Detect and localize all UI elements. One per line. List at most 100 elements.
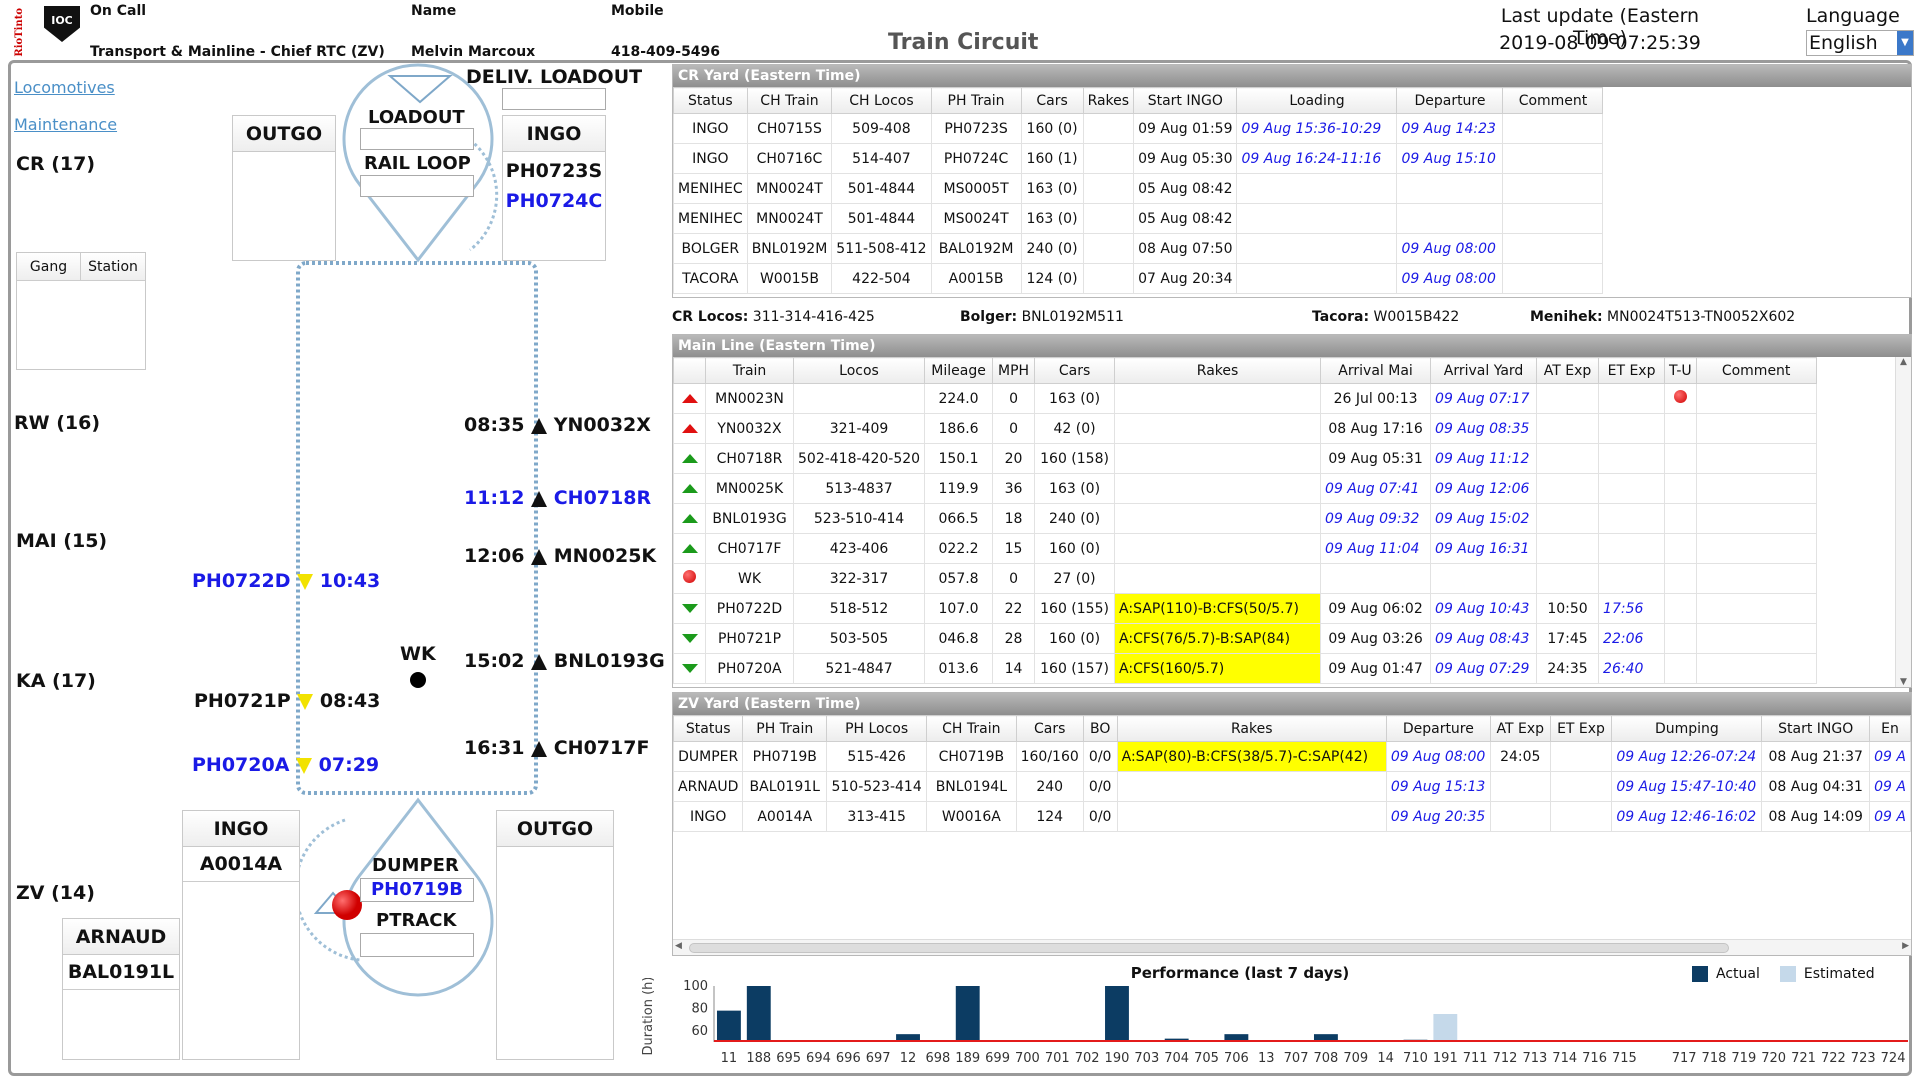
column-header[interactable]: CH Train	[746, 87, 833, 114]
column-header[interactable]: Train	[705, 357, 794, 384]
direction-cell	[673, 443, 706, 474]
column-header[interactable]: CH Locos	[831, 87, 932, 114]
column-header[interactable]: Cars	[1020, 87, 1084, 114]
column-header[interactable]: Departure	[1385, 715, 1491, 742]
table-row[interactable]: BOLGER BNL0192M 511-508-412 BAL0192M 240 (0)…	[673, 233, 1604, 264]
table-cell: 10:50	[1536, 593, 1600, 624]
column-header[interactable]: Comment	[1695, 357, 1817, 384]
column-header[interactable]: AT Exp	[1489, 715, 1551, 742]
nb-train-label[interactable]: 08:35 YN0032X	[464, 414, 651, 436]
sb-train-label[interactable]: PH0720A 07:29	[192, 754, 380, 776]
zv-ingo-item[interactable]: A0014A	[183, 853, 299, 882]
cr-ingo-item[interactable]: PH0723S	[505, 160, 603, 182]
column-header[interactable]: Arrival Yard	[1430, 357, 1538, 384]
column-header[interactable]: Rakes	[1116, 715, 1387, 742]
nb-train-label[interactable]: 12:06 MN0025K	[464, 545, 657, 567]
column-header[interactable]: Comment	[1502, 87, 1604, 114]
column-header[interactable]: Dumping	[1611, 715, 1763, 742]
table-row[interactable]: PH0720A 521-4847 013.6 14 160 (157) A:CFS(160…	[673, 653, 1817, 684]
column-header[interactable]: Status	[673, 715, 744, 742]
scroll-left-icon[interactable]: ◀	[675, 941, 682, 951]
cr-ingo-item[interactable]: PH0724C	[505, 190, 603, 212]
maintenance-link[interactable]: Maintenance	[14, 115, 118, 134]
column-header[interactable]: Cars	[1034, 357, 1116, 384]
table-row[interactable]: MN0023N 224.0 0 163 (0) 26 Jul 00:13 09 Aug 0…	[673, 383, 1817, 414]
table-cell: 514-407	[831, 143, 932, 174]
table-cell: 163 (0)	[1034, 473, 1116, 504]
scroll-thumb[interactable]	[689, 943, 1729, 953]
column-header[interactable]: Status	[673, 87, 748, 114]
table-row[interactable]: MENIHEC MN0024T 501-4844 MS0024T 163 (0) 05 A…	[673, 203, 1604, 234]
column-header[interactable]: CH Train	[926, 715, 1017, 742]
table-cell: 160 (0)	[1034, 533, 1116, 564]
column-header[interactable]: Mileage	[924, 357, 994, 384]
table-row[interactable]: INGO CH0715S 509-408 PH0723S 160 (0) 09 Aug 0…	[673, 113, 1604, 144]
column-header[interactable]: Departure	[1396, 87, 1504, 114]
column-header[interactable]: ET Exp	[1549, 715, 1613, 742]
column-header[interactable]: Start INGO	[1761, 715, 1871, 742]
scroll-right-icon[interactable]: ▶	[1902, 941, 1909, 951]
table-row[interactable]: YN0032X 321-409 186.6 0 42 (0) 08 Aug 17:16 09…	[673, 413, 1817, 444]
column-header[interactable]: Rakes	[1114, 357, 1322, 384]
table-cell: 42 (0)	[1034, 413, 1116, 444]
table-row[interactable]: INGO CH0716C 514-407 PH0724C 160 (1) 09 Aug 0…	[673, 143, 1604, 174]
nb-train-label[interactable]: 16:31 CH0717F	[464, 737, 650, 759]
table-row[interactable]: PH0722D 518-512 107.0 22 160 (155) A:SAP(110)…	[673, 593, 1817, 624]
x-tick-label: 711	[1463, 1051, 1488, 1066]
cr-yard-title: CR Yard (Eastern Time)	[673, 65, 1911, 87]
main-line-scrollbar[interactable]: ▲ ▼	[1895, 357, 1911, 687]
table-cell: 503-505	[792, 623, 926, 654]
dumper-slot[interactable]: PH0719B	[360, 878, 474, 902]
table-row[interactable]: MENIHEC MN0024T 501-4844 MS0005T 163 (0) 05 A…	[673, 173, 1604, 204]
column-header[interactable]: AT Exp	[1536, 357, 1600, 384]
table-cell: 05 Aug 08:42	[1133, 173, 1238, 204]
chevron-down-icon[interactable]: ▼	[1897, 31, 1913, 55]
table-cell: 0	[992, 563, 1036, 594]
column-header[interactable]: ET Exp	[1598, 357, 1666, 384]
column-header[interactable]: Cars	[1015, 715, 1084, 742]
table-cell: 09 Aug 06:02	[1320, 593, 1432, 624]
column-header[interactable]: BO	[1082, 715, 1118, 742]
column-header[interactable]: Locos	[792, 357, 926, 384]
table-row[interactable]: MN0025K 513-4837 119.9 36 163 (0) 09 Aug 07:4…	[673, 473, 1817, 504]
table-cell: 22:06	[1598, 623, 1666, 654]
column-header[interactable]: Loading	[1236, 87, 1398, 114]
column-header[interactable]: MPH	[992, 357, 1036, 384]
column-header[interactable]: Start INGO	[1133, 87, 1238, 114]
table-cell	[1502, 233, 1604, 264]
table-row[interactable]: TACORA W0015B 422-504 A0015B 124 (0) 07 Aug 2…	[673, 263, 1604, 294]
column-header[interactable]: T-U	[1664, 357, 1697, 384]
performance-title: Performance (last 7 days)	[1130, 964, 1350, 982]
ptrack-slot	[360, 933, 474, 957]
down-arrow-green-icon	[681, 663, 698, 673]
table-row[interactable]: BNL0193G 523-510-414 066.5 18 240 (0) 09 Aug …	[673, 503, 1817, 534]
column-header[interactable]: PH Locos	[826, 715, 928, 742]
column-header[interactable]: En	[1869, 715, 1911, 742]
table-row[interactable]: INGO A0014A 313-415 W0016A 124 0/0 09 Aug 20:3…	[673, 801, 1911, 832]
scroll-down-icon[interactable]: ▼	[1900, 677, 1907, 687]
arnaud-item[interactable]: BAL0191L	[63, 961, 179, 990]
table-row[interactable]: ARNAUD BAL0191L 510-523-414 BNL0194L 240 0/0 0…	[673, 771, 1911, 802]
table-row[interactable]: CH0717F 423-406 022.2 15 160 (0) 09 Aug 11:04…	[673, 533, 1817, 564]
nb-train-label[interactable]: 15:02 BNL0193G	[464, 650, 665, 672]
scroll-up-icon[interactable]: ▲	[1900, 357, 1907, 367]
sb-train-label[interactable]: PH0721P 08:43	[194, 690, 381, 712]
language-select[interactable]: English ▼	[1806, 30, 1914, 56]
zv-yard-hscrollbar[interactable]: ◀ ▶	[673, 939, 1911, 955]
column-header[interactable]: Arrival Mai	[1320, 357, 1432, 384]
column-header[interactable]	[673, 357, 706, 384]
locomotives-link[interactable]: Locomotives	[14, 78, 115, 97]
sb-train-label[interactable]: PH0722D 10:43	[192, 570, 381, 592]
table-row[interactable]: WK 322-317 057.8 0 27 (0)	[673, 563, 1817, 594]
column-header[interactable]: Rakes	[1082, 87, 1135, 114]
table-row[interactable]: PH0721P 503-505 046.8 28 160 (0) A:CFS(76/5.7…	[673, 623, 1817, 654]
table-row[interactable]: CH0718R 502-418-420-520 150.1 20 160 (158) 09…	[673, 443, 1817, 474]
column-header[interactable]: PH Train	[930, 87, 1022, 114]
table-row[interactable]: DUMPER PH0719B 515-426 CH0719B 160/160 0/0 A:S…	[673, 741, 1911, 772]
down-arrow-green-icon	[681, 603, 698, 613]
column-header[interactable]: PH Train	[742, 715, 828, 742]
table-cell: 09 Aug 10:43	[1430, 593, 1538, 624]
ka-section-label: KA (17)	[16, 670, 96, 692]
north-arrow-icon	[531, 653, 548, 670]
nb-train-label[interactable]: 11:12 CH0718R	[464, 487, 652, 509]
